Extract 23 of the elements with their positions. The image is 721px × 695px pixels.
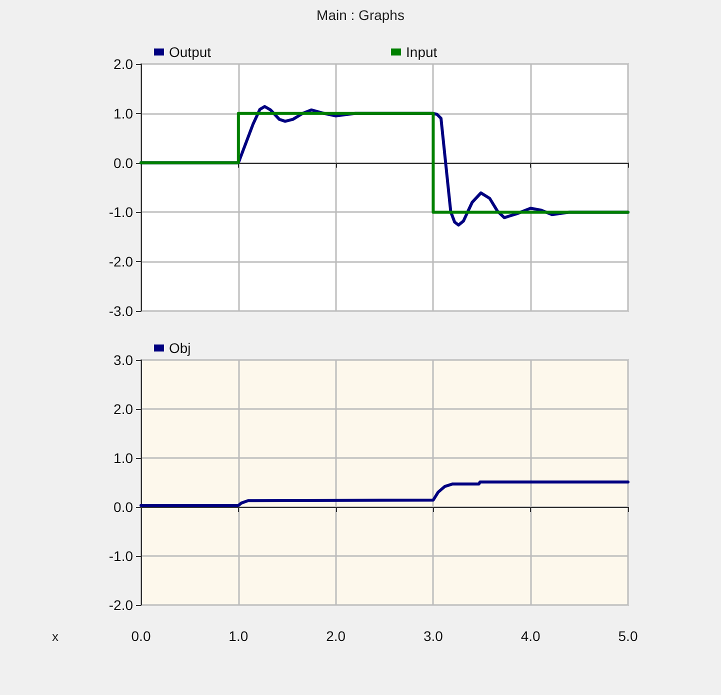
y-tick-label: -2.0: [108, 597, 134, 613]
y-tick-label: -1.0: [108, 548, 134, 564]
y-tick-label: 2.0: [114, 401, 134, 417]
y-tick-label: -1.0: [108, 204, 134, 220]
x-axis-title: x: [52, 629, 59, 644]
chart-title: Main : Graphs: [316, 7, 404, 23]
legend-label: Input: [406, 44, 438, 60]
y-tick-label: 0.0: [114, 499, 134, 515]
x-tick-label: 4.0: [520, 628, 541, 644]
legend-label: Obj: [169, 340, 191, 356]
y-tick-label: -3.0: [108, 303, 134, 319]
x-tick-label: 3.0: [423, 628, 444, 644]
x-tick-label: 5.0: [618, 628, 638, 644]
x-tick-label: 0.0: [131, 628, 151, 644]
y-tick-label: 0.0: [114, 154, 134, 171]
y-tick-label: 1.0: [114, 105, 134, 122]
x-tick-label: 1.0: [228, 628, 248, 644]
legend-label: Output: [169, 44, 212, 60]
y-tick-label: 2.0: [114, 56, 134, 72]
y-tick-label: 3.0: [114, 352, 134, 368]
y-tick-label: -2.0: [108, 254, 134, 270]
y-tick-label: 1.0: [114, 450, 134, 466]
x-tick-label: 2.0: [326, 628, 346, 644]
